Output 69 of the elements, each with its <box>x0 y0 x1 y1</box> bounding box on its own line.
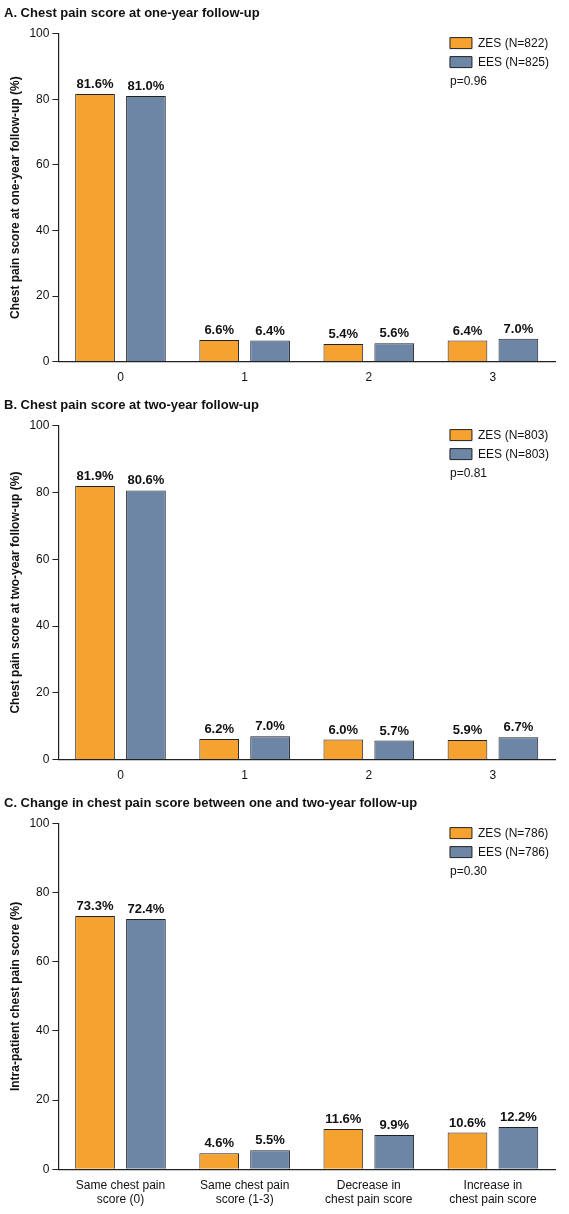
data-label: 81.9% <box>76 468 114 484</box>
data-label: 7.0% <box>255 718 286 734</box>
data-label: 10.6% <box>449 1114 487 1130</box>
data-label: 11.6% <box>325 1111 362 1127</box>
x-tick-label: 0 <box>117 768 125 783</box>
data-label: 9.9% <box>379 1117 410 1133</box>
y-tick-label: 0 <box>42 751 50 766</box>
data-label: 5.5% <box>255 1132 286 1148</box>
chart-title: A. Chest pain score at one-year follow-up <box>4 5 260 21</box>
x-tick-label: 0 <box>117 370 125 385</box>
data-label: 6.6% <box>204 322 235 338</box>
x-tick-label: 3 <box>489 370 497 385</box>
x-tick-label: 2 <box>365 768 373 783</box>
data-label: 81.6% <box>76 76 114 92</box>
data-label: 5.7% <box>379 722 410 738</box>
chart-title: B. Chest pain score at two-year follow-up <box>4 397 260 413</box>
legend-label: EES (N=786) <box>477 844 550 859</box>
y-axis-title: Intra-patient chest pain score (%) <box>7 901 22 1092</box>
y-tick-label: 60 <box>36 954 50 969</box>
annotation: p=0.30 <box>449 863 488 878</box>
annotation: p=0.96 <box>449 73 488 88</box>
y-tick-label: 100 <box>29 815 50 830</box>
data-label: 4.6% <box>204 1135 235 1151</box>
data-label: 81.0% <box>127 78 165 93</box>
x-tick-label: 3 <box>489 768 497 783</box>
x-tick-label: Same chest pain score (0) <box>75 1177 166 1207</box>
y-tick-label: 60 <box>36 551 50 566</box>
data-label: 6.0% <box>328 721 359 737</box>
y-axis-title: Chest pain score at two-year follow-up (%) <box>7 471 22 714</box>
y-tick-label: 80 <box>36 484 50 499</box>
legend-label: EES (N=803) <box>477 446 550 461</box>
y-tick-label: 40 <box>36 222 50 237</box>
data-label: 5.9% <box>452 721 483 737</box>
y-tick-label: 60 <box>36 157 50 172</box>
y-tick-label: 20 <box>36 1092 50 1107</box>
y-tick-label: 20 <box>36 288 50 303</box>
legend-label: ZES (N=786) <box>477 825 549 840</box>
data-label: 5.6% <box>379 325 410 341</box>
data-label: 6.2% <box>204 720 235 736</box>
data-label: 6.4% <box>452 322 483 338</box>
data-label: 72.4% <box>127 901 165 917</box>
y-tick-label: 20 <box>36 685 50 700</box>
y-axis-title: Chest pain score at one-year follow-up (%) <box>7 76 22 319</box>
x-tick-label: Increase in chest pain score <box>449 1177 537 1207</box>
y-tick-label: 0 <box>42 353 50 368</box>
x-tick-label: Same chest pain score (1-3) <box>199 1177 290 1207</box>
data-label: 73.3% <box>76 897 114 913</box>
y-tick-label: 40 <box>36 618 50 633</box>
legend-label: ZES (N=822) <box>477 35 549 50</box>
data-label: 5.4% <box>328 325 359 341</box>
y-tick-label: 0 <box>42 1161 50 1176</box>
y-tick-label: 80 <box>36 91 50 106</box>
legend-label: EES (N=825) <box>477 54 550 69</box>
y-tick-label: 40 <box>36 1023 50 1038</box>
x-tick-label: Decrease in chest pain score <box>325 1177 413 1207</box>
x-tick-label: 2 <box>365 370 373 385</box>
chart-title: C. Change in chest pain score between one and two-year follow-up <box>4 795 418 811</box>
x-tick-label: 1 <box>241 370 249 385</box>
y-tick-label: 100 <box>29 417 50 432</box>
data-label: 6.7% <box>503 719 534 735</box>
annotation: p=0.81 <box>449 465 488 480</box>
data-label: 6.4% <box>255 322 286 338</box>
legend-label: ZES (N=803) <box>477 427 549 442</box>
data-label: 7.0% <box>503 320 534 336</box>
y-tick-label: 100 <box>29 25 50 40</box>
x-tick-label: 1 <box>241 768 249 783</box>
data-label: 12.2% <box>499 1109 538 1125</box>
y-tick-label: 80 <box>36 885 50 900</box>
data-label: 80.6% <box>127 472 165 488</box>
